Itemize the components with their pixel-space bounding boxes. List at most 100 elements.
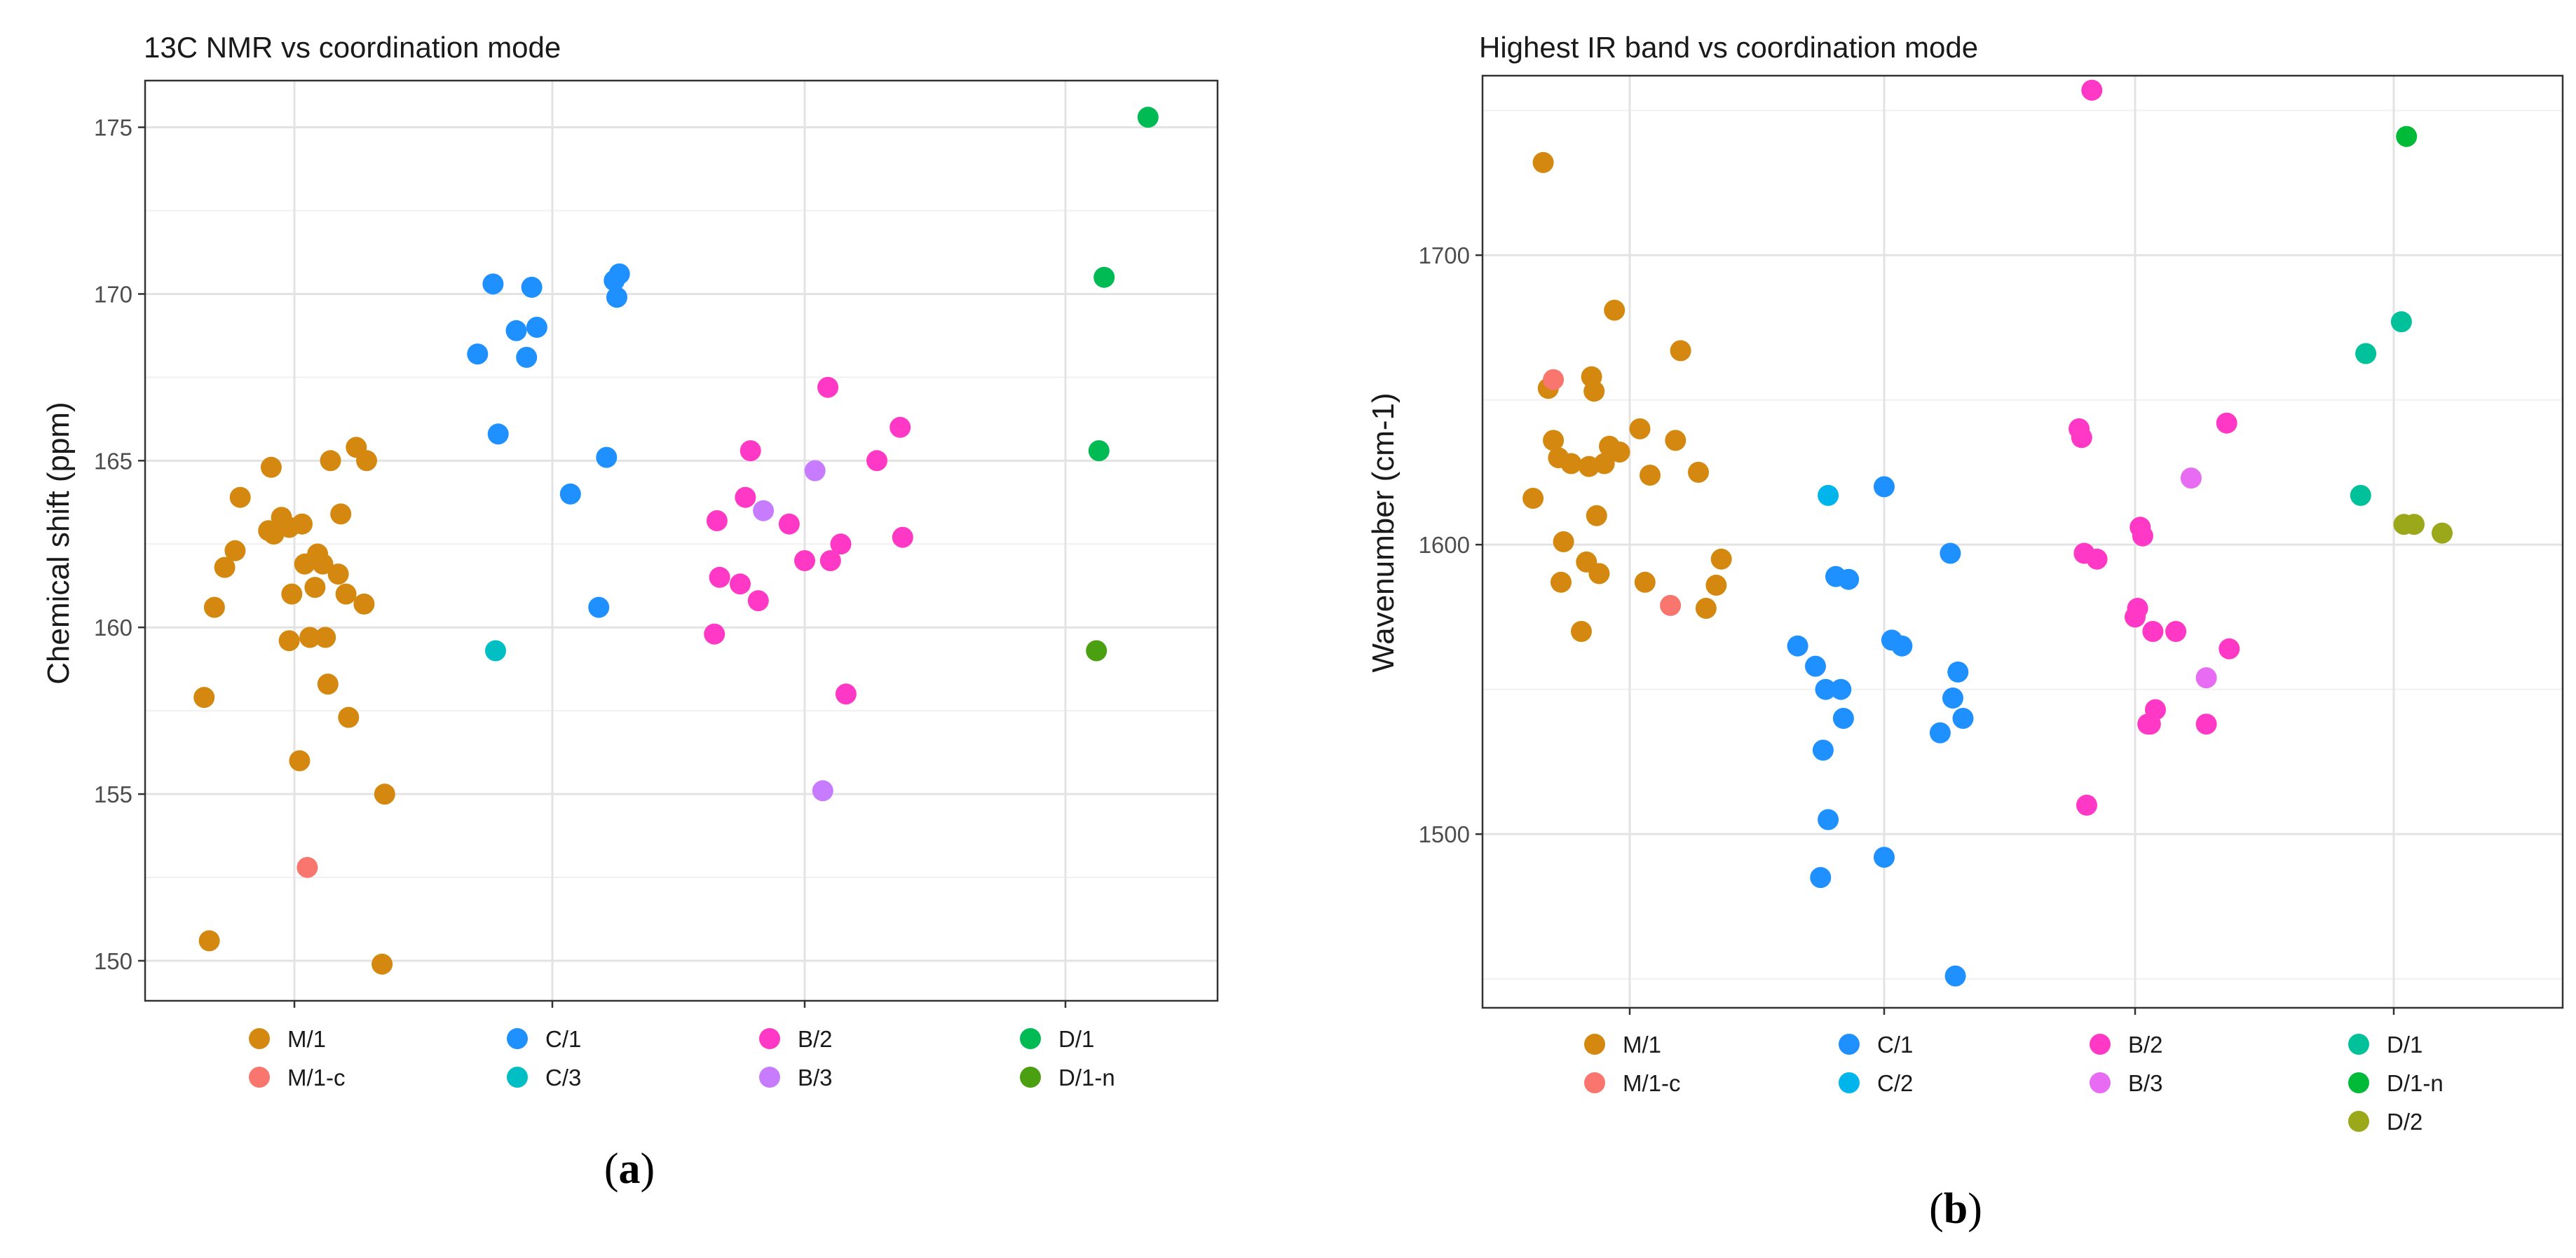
point-b-3 — [2195, 667, 2217, 689]
point-m-1 — [320, 450, 341, 472]
point-b-2 — [740, 440, 761, 462]
point-b-2 — [2219, 638, 2240, 659]
point-b-3 — [753, 500, 775, 521]
point-m-1 — [1670, 340, 1691, 362]
point-b-2 — [2081, 79, 2103, 101]
point-m-1-c — [1660, 594, 1682, 616]
legend-b: M/1 M/1-c C/1 C/2 B/2 B/3 D/1 D/1-n D/2 — [1584, 1032, 2444, 1135]
point-b-2 — [2145, 699, 2166, 720]
point-b-2 — [709, 566, 730, 588]
point-m-1 — [1571, 621, 1592, 642]
legend-key — [2348, 1111, 2369, 1132]
point-m-1 — [327, 563, 349, 585]
y-tick-label: 175 — [94, 115, 132, 141]
point-c-1 — [1942, 688, 1963, 709]
legend-key — [2348, 1072, 2369, 1093]
point-d-1 — [1093, 266, 1115, 288]
point-c-1 — [1944, 965, 1966, 987]
point-c-1 — [596, 446, 618, 468]
legend-key — [1839, 1072, 1860, 1093]
point-b-2 — [835, 683, 857, 705]
point-m-1 — [1560, 453, 1582, 474]
y-tick-label: 1700 — [1419, 242, 1470, 268]
point-b-3 — [804, 460, 826, 481]
legend-label: D/1 — [2387, 1032, 2422, 1058]
point-c-1 — [608, 263, 630, 285]
point-c-1 — [1891, 635, 1913, 657]
point-m-1 — [1695, 598, 1717, 619]
point-m-1 — [1640, 465, 1661, 486]
point-m-1 — [1705, 575, 1727, 596]
point-m-1 — [1593, 453, 1615, 474]
point-m-1 — [304, 577, 326, 599]
point-d-1 — [2390, 311, 2412, 333]
point-b-2 — [2071, 427, 2092, 449]
point-c-1 — [1947, 661, 1969, 683]
panel-label-b: (b) — [1929, 1185, 1982, 1233]
point-m-1 — [299, 627, 321, 648]
point-m-1 — [1710, 548, 1732, 570]
point-d-1 — [2350, 484, 2371, 506]
legend-label: D/1-n — [1058, 1065, 1115, 1091]
y-tick-label: 160 — [94, 615, 132, 641]
point-b-3 — [812, 780, 833, 802]
point-b-2 — [2195, 713, 2217, 735]
point-c-1 — [606, 287, 627, 308]
chart-title-b: Highest IR band vs coordination mode — [1479, 31, 1978, 64]
point-m-1 — [1551, 571, 1572, 593]
point-m-1 — [203, 596, 225, 618]
y-tick-label: 170 — [94, 281, 132, 307]
point-b-2 — [794, 550, 815, 571]
point-b-2 — [730, 573, 751, 595]
point-b-2 — [2086, 548, 2108, 570]
point-m-1-c — [1543, 369, 1565, 390]
point-c-1 — [1952, 708, 1974, 729]
point-b-2 — [747, 590, 769, 612]
point-d-1 — [2355, 343, 2377, 364]
legend-label: C/3 — [545, 1065, 581, 1091]
point-b-3 — [2180, 467, 2202, 489]
legend-label: B/3 — [798, 1065, 833, 1091]
legend-label: D/1-n — [2387, 1070, 2444, 1096]
point-b-2 — [2142, 621, 2164, 642]
point-c-1 — [1812, 739, 1834, 761]
point-c-1 — [1874, 847, 1895, 868]
legend-label: B/2 — [798, 1026, 833, 1052]
point-b-2 — [817, 376, 839, 398]
plot-border-a — [144, 79, 1219, 1002]
legend-label: B/3 — [2128, 1070, 2163, 1096]
point-b-2 — [704, 623, 725, 645]
legend-label: M/1 — [1623, 1032, 1661, 1058]
point-c-1 — [1838, 568, 1860, 590]
plot-background-b — [1483, 76, 2563, 1008]
point-b-2 — [819, 550, 841, 571]
point-m-1 — [312, 553, 334, 575]
point-d-1-n — [2396, 125, 2418, 147]
point-m-1-c — [297, 856, 318, 878]
y-tick-label: 155 — [94, 781, 132, 807]
y-tick-label: 165 — [94, 448, 132, 474]
point-c-1 — [559, 483, 581, 505]
point-c-3 — [485, 640, 506, 662]
point-b-2 — [830, 533, 852, 555]
legend-key — [759, 1067, 780, 1088]
y-ticks-b: 1500 1600 1700 — [1419, 242, 2395, 1015]
point-c-1 — [1874, 476, 1895, 498]
legend-label: B/2 — [2128, 1032, 2163, 1058]
point-m-1 — [1543, 430, 1565, 451]
point-m-1 — [317, 674, 339, 695]
panel-label-a: (a) — [604, 1145, 655, 1193]
point-c-1 — [526, 317, 547, 338]
point-b-2 — [778, 513, 800, 535]
point-c-1 — [521, 276, 543, 298]
legend-label: D/1 — [1058, 1026, 1094, 1052]
point-m-1 — [281, 583, 303, 605]
point-c-1 — [467, 343, 489, 365]
point-m-1 — [198, 930, 220, 952]
legend-key — [1584, 1034, 1605, 1055]
point-c-1 — [482, 273, 504, 295]
point-d-1 — [1088, 440, 1110, 462]
legend-key — [507, 1028, 528, 1049]
point-c-1 — [1940, 542, 1961, 564]
